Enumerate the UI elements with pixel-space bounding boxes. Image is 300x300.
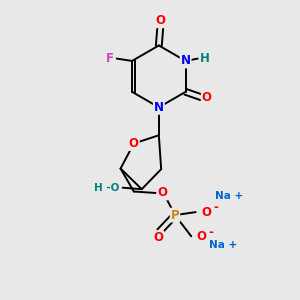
Text: -: - xyxy=(213,201,218,214)
Text: O: O xyxy=(153,231,163,244)
Text: Na +: Na + xyxy=(209,240,238,250)
Text: F: F xyxy=(106,52,114,65)
Text: O: O xyxy=(202,206,212,219)
Text: O: O xyxy=(158,187,167,200)
Text: O: O xyxy=(202,91,212,103)
Text: H: H xyxy=(200,52,209,65)
Text: Na +: Na + xyxy=(215,191,244,201)
Text: N: N xyxy=(181,54,190,68)
Text: H -O: H -O xyxy=(94,183,120,193)
Text: -: - xyxy=(208,226,213,239)
Text: O: O xyxy=(196,230,206,243)
Text: P: P xyxy=(171,208,179,222)
Text: O: O xyxy=(155,14,165,27)
Text: O: O xyxy=(129,137,139,150)
Text: N: N xyxy=(154,101,164,114)
